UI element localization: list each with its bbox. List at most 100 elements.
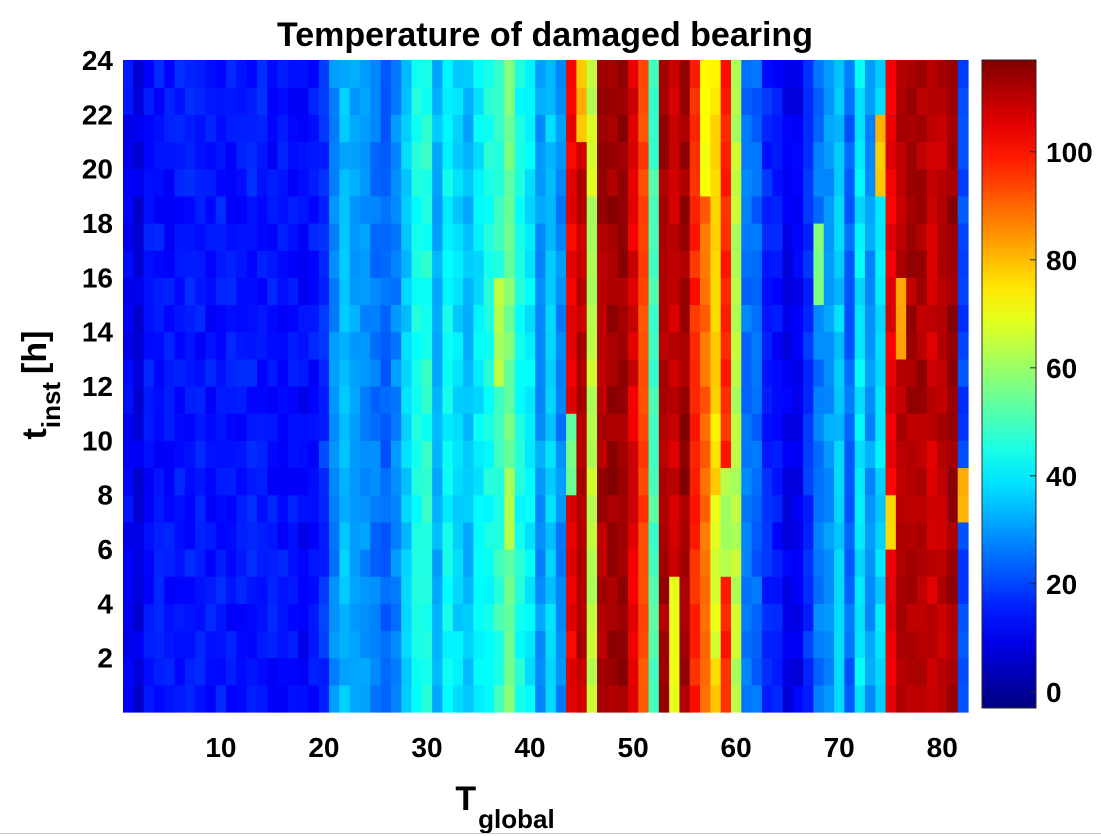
heatmap-cell xyxy=(823,60,835,88)
heatmap-cell xyxy=(576,114,588,143)
heatmap-cell xyxy=(772,168,784,197)
heatmap-cell xyxy=(256,60,268,88)
heatmap-cell xyxy=(174,440,186,469)
heatmap-cell xyxy=(287,684,299,713)
heatmap-cell xyxy=(638,440,650,469)
heatmap-cell xyxy=(298,630,310,659)
heatmap-cell xyxy=(710,331,722,360)
heatmap-cell xyxy=(535,576,547,604)
heatmap-cell xyxy=(689,87,701,115)
heatmap-cell xyxy=(792,223,804,251)
heatmap-cell xyxy=(730,195,742,224)
heatmap-cell xyxy=(658,114,670,143)
heatmap-cell xyxy=(349,250,361,278)
heatmap-cell xyxy=(287,386,299,414)
heatmap-cell xyxy=(772,657,784,686)
heatmap-cell xyxy=(566,331,578,360)
heatmap-cell xyxy=(700,576,711,604)
heatmap-cell xyxy=(720,603,732,632)
heatmap-cell xyxy=(246,277,258,306)
heatmap-cell xyxy=(669,603,681,632)
heatmap-cell xyxy=(463,603,474,632)
heatmap-cell xyxy=(741,494,753,523)
heatmap-cell xyxy=(421,168,433,197)
heatmap-cell xyxy=(545,114,557,143)
heatmap-cell xyxy=(792,250,804,278)
heatmap-cell xyxy=(463,331,474,360)
heatmap-cell xyxy=(463,223,474,251)
heatmap-cell xyxy=(493,195,505,224)
heatmap-cell xyxy=(153,250,165,278)
heatmap-cell xyxy=(741,114,753,143)
heatmap-cell xyxy=(287,413,299,441)
heatmap-cell xyxy=(864,521,876,550)
heatmap-cell xyxy=(421,195,433,224)
heatmap-cell xyxy=(318,657,330,686)
heatmap-cell xyxy=(772,440,784,469)
colorbar-tick-label: 80 xyxy=(1046,245,1077,276)
heatmap-cell xyxy=(627,494,639,523)
heatmap-cell xyxy=(916,195,928,224)
heatmap-cell xyxy=(236,358,248,387)
heatmap-cell xyxy=(195,277,207,306)
heatmap-cell xyxy=(421,467,433,496)
heatmap-cell xyxy=(803,114,815,143)
heatmap-cell xyxy=(123,141,134,170)
heatmap-cell xyxy=(123,413,134,441)
heatmap-cell xyxy=(864,386,876,414)
heatmap-cell xyxy=(452,358,464,387)
heatmap-cell xyxy=(298,195,310,224)
heatmap-cell xyxy=(751,494,763,523)
heatmap-cell xyxy=(844,494,856,523)
heatmap-cell xyxy=(390,141,402,170)
heatmap-cell xyxy=(236,576,248,604)
heatmap-cell xyxy=(947,521,959,550)
heatmap-cell xyxy=(401,223,413,251)
heatmap-cell xyxy=(226,684,237,713)
heatmap-cell xyxy=(730,87,742,115)
heatmap-cell xyxy=(360,684,371,713)
heatmap-cell xyxy=(318,549,330,577)
heatmap-cell xyxy=(390,467,402,496)
heatmap-cell xyxy=(452,549,464,577)
heatmap-cell xyxy=(432,386,444,414)
heatmap-cell xyxy=(123,467,134,496)
heatmap-cell xyxy=(442,386,454,414)
heatmap-cell xyxy=(504,603,516,632)
heatmap-cell xyxy=(782,467,794,496)
heatmap-cell xyxy=(524,195,536,224)
heatmap-cell xyxy=(473,467,485,496)
heatmap-cell xyxy=(669,467,681,496)
heatmap-cell xyxy=(926,358,938,387)
heatmap-cell xyxy=(267,386,279,414)
heatmap-cell xyxy=(761,576,773,604)
heatmap-cell xyxy=(669,549,681,577)
y-tick-label: 6 xyxy=(97,534,113,565)
heatmap-cell xyxy=(854,168,866,197)
heatmap-cell xyxy=(256,304,268,333)
heatmap-cell xyxy=(834,494,845,523)
heatmap-cell xyxy=(318,331,330,360)
heatmap-cell xyxy=(267,358,279,387)
heatmap-cell xyxy=(318,358,330,387)
heatmap-cell xyxy=(638,521,650,550)
heatmap-cell xyxy=(638,386,650,414)
heatmap-cell xyxy=(226,440,237,469)
heatmap-cell xyxy=(329,413,340,441)
heatmap-cell xyxy=(803,141,815,170)
heatmap-cell xyxy=(205,60,217,88)
heatmap-cell xyxy=(617,549,629,577)
heatmap-cell xyxy=(741,521,753,550)
heatmap-cell xyxy=(246,630,258,659)
heatmap-cell xyxy=(184,576,196,604)
heatmap-cell xyxy=(741,304,753,333)
heatmap-cell xyxy=(658,60,670,88)
heatmap-cell xyxy=(401,603,413,632)
heatmap-cell xyxy=(339,277,351,306)
heatmap-cell xyxy=(792,413,804,441)
heatmap-cell xyxy=(669,684,681,713)
heatmap-cell xyxy=(710,358,722,387)
heatmap-cell xyxy=(648,413,660,441)
heatmap-cell xyxy=(772,304,784,333)
heatmap-cell xyxy=(473,413,485,441)
